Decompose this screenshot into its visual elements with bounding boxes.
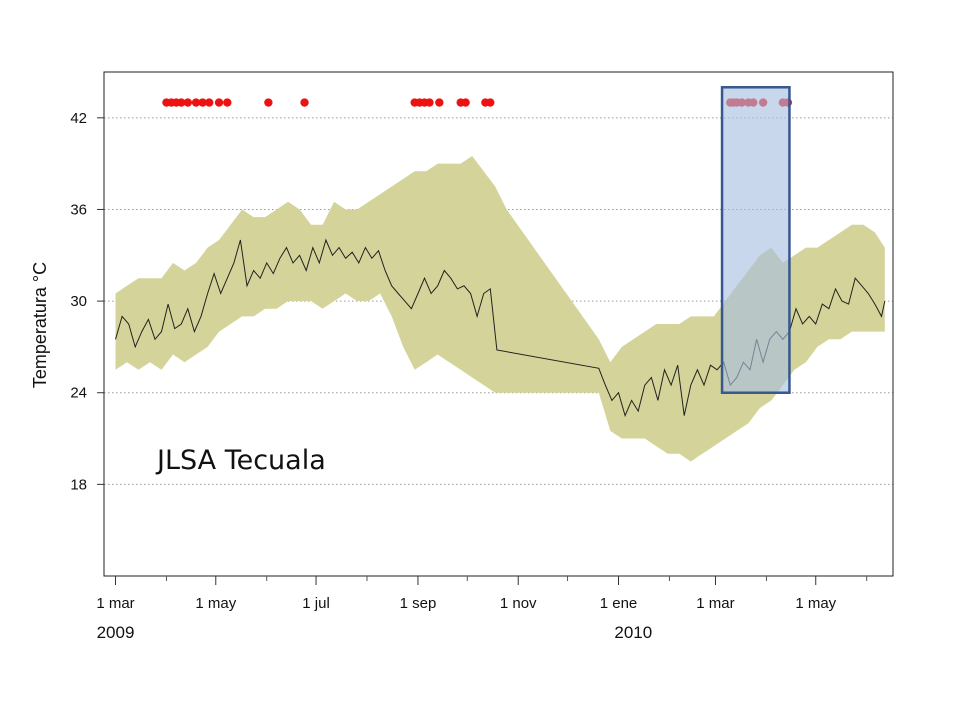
event-dots-layer: [162, 98, 792, 107]
plot-border: [103, 71, 894, 577]
event-dot-18: [461, 98, 470, 107]
x-tick-label-0: 1 mar: [96, 595, 134, 612]
event-dot-15: [425, 98, 434, 107]
y-tick-label-42: 42: [70, 110, 87, 127]
x-tick-label-2: 1 jul: [302, 595, 330, 612]
y-tick-label-24: 24: [70, 385, 87, 402]
event-dot-9: [223, 98, 232, 107]
x-tick-label-3: 1 sep: [400, 595, 437, 612]
y-tick-label-36: 36: [70, 201, 87, 218]
event-dot-16: [435, 98, 444, 107]
temperature-band-layer: [115, 156, 885, 462]
site-annotation: JLSA Tecuala: [155, 445, 326, 476]
x-axis: 1 mar 1 may 1 jul 1 sep 1 nov 1 ene 1 mar 1 may…: [96, 576, 868, 642]
highlight-box: [720, 86, 791, 394]
event-dot-4: [183, 98, 193, 107]
event-dot-3: [177, 98, 186, 107]
plot-frame: [103, 71, 894, 577]
event-dot-6: [198, 98, 207, 107]
y-tick-label-30: 30: [70, 293, 87, 310]
y-axis: 18 24 30 36 42: [70, 110, 104, 493]
x-tick-label-6: 1 mar: [696, 595, 734, 612]
x-tick-label-5: 1 ene: [600, 595, 638, 612]
highlight-layer: [720, 86, 791, 394]
x-tick-label-1: 1 may: [195, 595, 236, 612]
event-dot-20: [486, 98, 495, 107]
y-tick-label-18: 18: [70, 476, 87, 493]
year-label-2009: 2009: [97, 623, 135, 642]
event-dot-11: [300, 98, 309, 107]
x-tick-label-4: 1 nov: [500, 595, 537, 612]
temperature-range-band: [115, 156, 885, 462]
y-axis-label: Temperatura °C: [30, 262, 50, 388]
x-tick-label-7: 1 may: [795, 595, 836, 612]
event-dot-8: [214, 98, 224, 107]
event-dot-10: [264, 98, 273, 107]
event-dot-5: [191, 98, 201, 107]
year-label-2010: 2010: [614, 623, 652, 642]
event-dot-7: [205, 98, 214, 107]
